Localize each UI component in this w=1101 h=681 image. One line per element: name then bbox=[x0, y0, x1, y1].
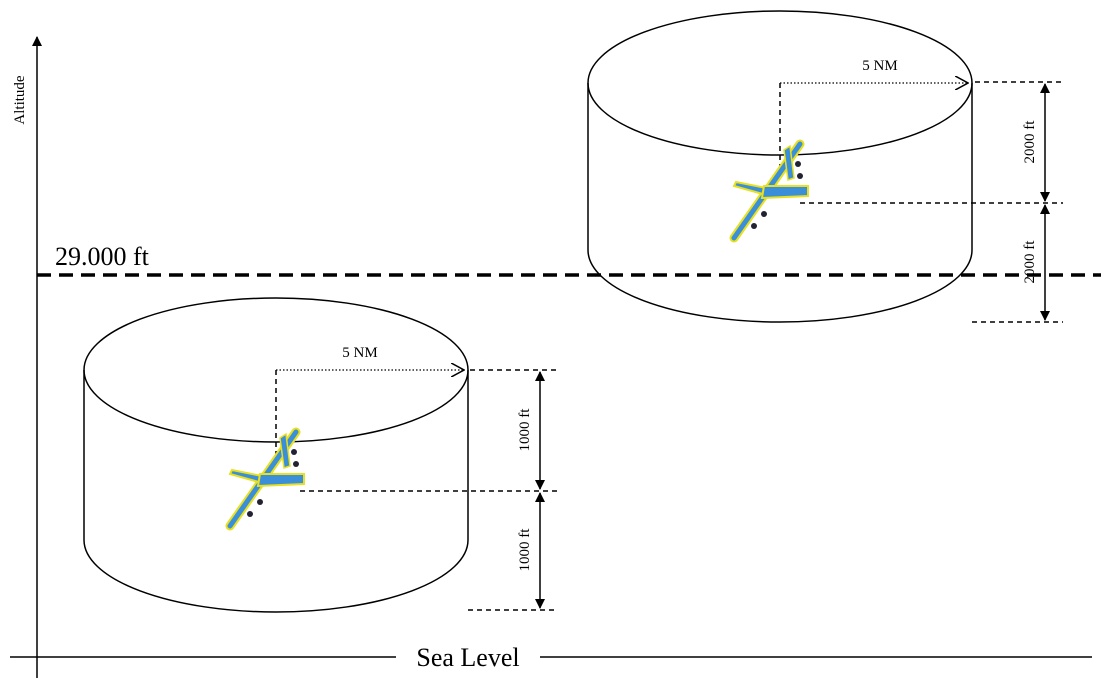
axis-label: Altitude bbox=[12, 75, 28, 125]
zone-upper bbox=[587, 10, 1063, 323]
reference-label: 29.000 ft bbox=[55, 242, 150, 271]
lower-separation-label: 2000 ft bbox=[1022, 240, 1038, 284]
sea-level-label: Sea Level bbox=[416, 643, 519, 672]
radius-label: 5 NM bbox=[342, 345, 377, 361]
zone-lower bbox=[83, 297, 558, 613]
upper-separation-label: 1000 ft bbox=[517, 408, 533, 452]
lower-separation-label: 1000 ft bbox=[517, 528, 533, 572]
radius-label: 5 NM bbox=[862, 58, 897, 74]
upper-separation-label: 2000 ft bbox=[1022, 120, 1038, 164]
